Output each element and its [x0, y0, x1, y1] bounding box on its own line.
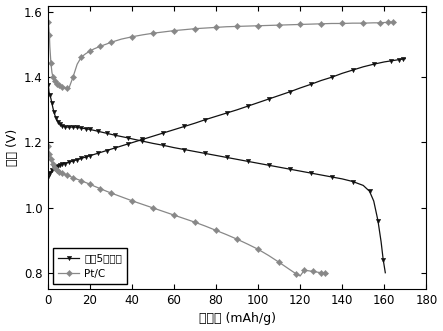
Pt/C	[287, 23, 292, 27]
Pt/C	[392, 20, 397, 24]
Pt/C	[66, 87, 71, 91]
Pt/C	[388, 20, 393, 24]
X-axis label: 比容量 (mAh/g): 比容量 (mAh/g)	[198, 312, 276, 325]
Line: 方案5催化剂: 方案5催化剂	[46, 57, 408, 179]
Y-axis label: 电压 (V): 电压 (V)	[6, 129, 19, 166]
方案5催化剂	[61, 162, 66, 166]
方案5催化剂	[46, 175, 51, 179]
Line: Pt/C: Pt/C	[46, 20, 397, 91]
Pt/C	[245, 24, 250, 28]
方案5催化剂	[371, 62, 377, 66]
Legend: 方案5催化剂, Pt/C: 方案5催化剂, Pt/C	[53, 248, 127, 284]
Pt/C	[350, 21, 355, 25]
方案5催化剂	[403, 57, 408, 61]
方案5催化剂	[62, 162, 67, 166]
方案5催化剂	[150, 134, 155, 138]
Pt/C	[58, 84, 63, 88]
方案5催化剂	[140, 137, 145, 141]
Pt/C	[60, 85, 65, 89]
方案5催化剂	[398, 57, 404, 61]
Pt/C	[46, 20, 51, 24]
